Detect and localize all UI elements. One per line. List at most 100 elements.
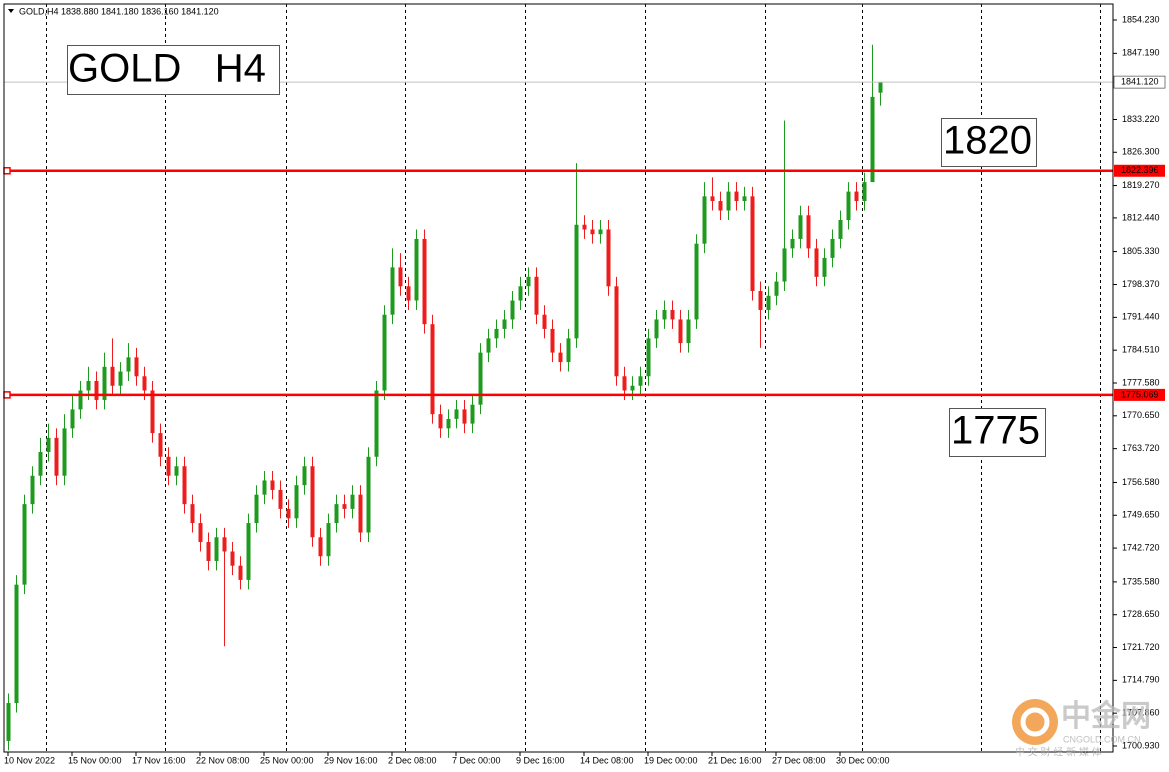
candle-body [414,238,419,301]
candle-body [102,366,107,400]
candle-body [590,229,595,235]
y-tick-label: 1721.720 [1122,642,1160,652]
last-price-label: 1841.120 [1121,76,1159,86]
candle-body [510,300,515,320]
candle-body [494,328,499,339]
candle-body [334,504,339,524]
x-tick-label: 17 Nov 16:00 [132,755,186,765]
y-tick-label: 1707.860 [1122,708,1160,718]
candle-body [534,276,539,315]
candle-body [718,201,723,211]
y-tick-label: 1770.650 [1122,410,1160,420]
candle-body [222,537,227,552]
candle-body [550,328,555,353]
candle-body [198,523,203,543]
y-tick-label: 1854.230 [1122,14,1160,24]
candle-body [478,352,483,405]
candle-body [294,485,299,519]
candle-body [582,224,587,230]
y-tick-label: 1742.720 [1122,542,1160,552]
candle-body [302,466,307,486]
symbol-header: GOLD,H4 1838.880 1841.180 1836.160 1841.… [19,6,219,16]
candle-body [446,418,451,429]
candle-body [238,565,243,580]
candle-body [670,309,675,320]
x-tick-label: 30 Dec 00:00 [836,755,890,765]
annotation-boxes: GOLD H4 1820 1775 [67,45,1046,457]
candle-body [134,357,139,377]
candle-body [574,224,579,339]
candle-body [638,376,643,386]
y-tick-label: 1749.650 [1122,510,1160,520]
candle-body [158,433,163,457]
candle-body [710,196,715,202]
last-price-box [1113,75,1166,89]
x-tick-label: 29 Nov 16:00 [324,755,378,765]
candle-body [870,96,875,183]
candle-body [230,551,235,566]
time-axis: 10 Nov 2022 15 Nov 00:00 17 Nov 16:00 22 No… [4,752,890,765]
candle-body [30,475,35,505]
annotation-box [949,408,1046,457]
candle-body [94,381,99,400]
candle-body [798,215,803,239]
candle-body [662,309,667,320]
candle-body [270,480,275,490]
candle-body [254,494,259,524]
level-price-label: 1822.396 [1121,165,1159,175]
candle-body [350,494,355,509]
period-separators [46,4,1101,752]
candle-body [734,191,739,202]
level-price-box [1114,388,1165,401]
x-tick-label: 25 Nov 00:00 [260,755,314,765]
y-tick-label: 1826.300 [1122,147,1160,157]
y-tick-label: 1812.440 [1122,212,1160,222]
candle-body [70,409,75,429]
candle-body [470,404,475,424]
x-tick-label: 19 Dec 00:00 [644,755,698,765]
logo-circle [1012,699,1058,745]
annotation-text: GOLD H4 [68,47,266,91]
candle-body [366,456,371,533]
candle-body [406,286,411,301]
candle-body [150,390,155,434]
candle-body [206,542,211,561]
y-tick-label: 1763.720 [1122,443,1160,453]
price-levels [3,81,1113,399]
y-tick-label: 1714.790 [1122,675,1160,685]
menu-arrow[interactable] [8,9,14,13]
candle-body [606,229,611,287]
candles [6,44,883,751]
candle-body [174,466,179,476]
candle-body [806,215,811,249]
candle-body [758,291,763,310]
candle-body [726,191,731,211]
candle-body [382,314,387,391]
candle-body [878,82,883,93]
candle-body [14,584,19,704]
candle-body [78,390,83,410]
y-tick-label: 1784.510 [1122,345,1160,355]
annotation-text: 1820 [943,119,1032,163]
candle-body [542,314,547,329]
logo-title: 中金网 [1061,699,1151,733]
annotation-box [941,118,1037,167]
y-tick-label: 1833.220 [1122,114,1160,124]
candle-body [566,338,571,363]
logo-tagline: 中 文 财 经 新 媒 体 [1015,746,1102,759]
x-tick-label: 21 Dec 16:00 [708,755,762,765]
candle-body [830,238,835,258]
candle-body [54,437,59,476]
x-tick-label: 14 Dec 08:00 [580,755,634,765]
candle-body [38,452,43,476]
candle-body [278,489,283,509]
x-tick-label: 15 Nov 00:00 [68,755,122,765]
candle-body [862,182,867,202]
level-price-box [1114,164,1165,177]
x-tick-label: 22 Nov 08:00 [196,755,250,765]
candle-body [702,196,707,244]
y-tick-label: 1700.930 [1122,740,1160,750]
y-tick-label: 1756.580 [1122,477,1160,487]
watermark-logo: 中金网 CNGOLD.COM.CN 中 文 财 经 新 媒 体 [1012,699,1151,759]
